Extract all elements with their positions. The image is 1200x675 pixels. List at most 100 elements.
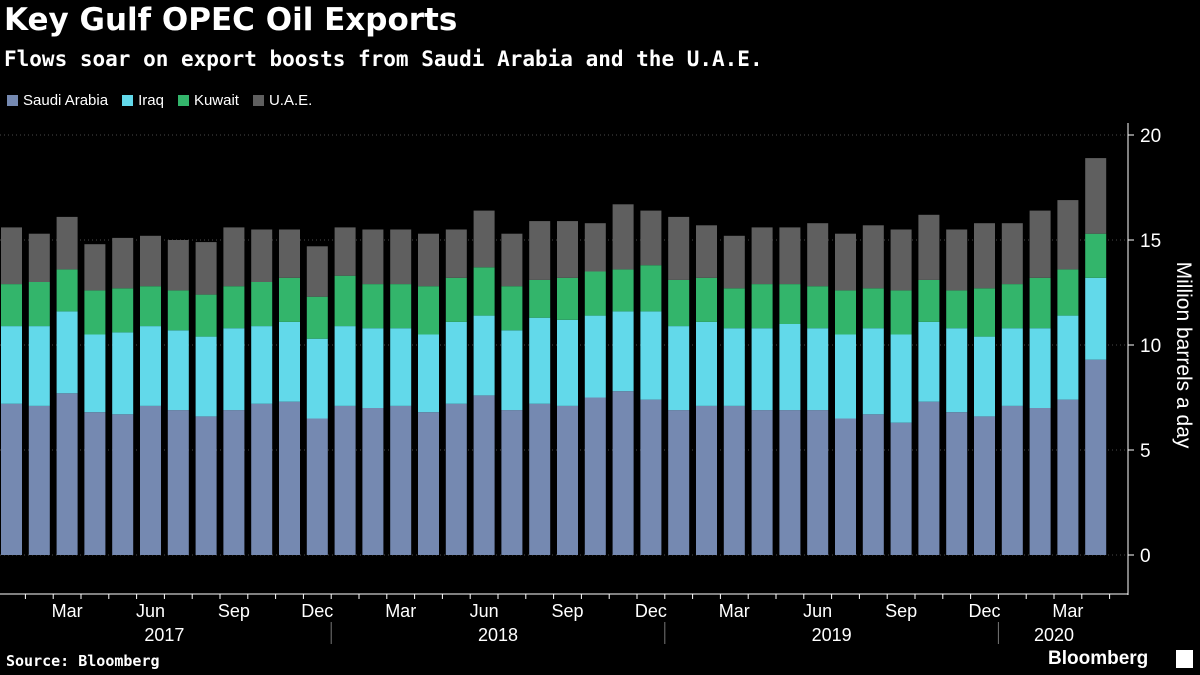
x-tick-label: Sep [885, 601, 917, 621]
x-tick-label: Jun [136, 601, 165, 621]
bar-segment [862, 328, 884, 415]
bar-segment [140, 326, 161, 406]
bar-segment [28, 233, 50, 282]
x-tick-label: Jun [470, 601, 499, 621]
x-tick-label: Mar [1052, 601, 1083, 621]
legend-label: U.A.E. [268, 92, 313, 109]
bar-segment [390, 284, 412, 329]
bar-segment [195, 416, 217, 555]
bar-segment [807, 286, 829, 329]
bar-segment [974, 416, 995, 555]
bar-segment [1085, 359, 1107, 555]
bar-segment [1001, 223, 1023, 285]
bar-segment [84, 290, 106, 335]
bar-segment [807, 328, 829, 411]
bar-segment [612, 311, 634, 392]
bar-segment [251, 326, 273, 404]
bar-segment [974, 288, 995, 337]
chart-legend: Saudi Arabia Iraq Kuwait U.A.E. [7, 92, 312, 109]
bar-segment [390, 229, 412, 285]
legend-swatch [122, 95, 134, 106]
bar-segment [668, 326, 690, 411]
bar-segment [723, 288, 745, 329]
bar-segment [640, 311, 662, 400]
bar-segment [779, 284, 801, 324]
bar-segment [974, 336, 995, 417]
bar-segment [890, 334, 912, 423]
bar-segment [529, 317, 551, 404]
bar-segment [112, 288, 134, 333]
bar-segment [418, 412, 439, 555]
bar-segment [890, 290, 912, 335]
bar-segment [501, 233, 523, 287]
bar-segment [918, 279, 940, 322]
bar-segment [167, 240, 189, 291]
legend-swatch [252, 95, 264, 106]
bar-segment [473, 267, 495, 316]
legend-label: Iraq [138, 92, 164, 109]
bar-segment [1001, 328, 1023, 406]
bar-segment [918, 401, 940, 555]
bar-segment [612, 204, 634, 270]
bar-segment [1, 326, 22, 404]
bar-segment [362, 284, 384, 329]
y-tick-label: 15 [1140, 231, 1161, 252]
bar-segment [1001, 405, 1023, 555]
bar-segment [779, 410, 801, 555]
y-tick-label: 5 [1140, 441, 1151, 462]
bar-segment [529, 221, 551, 280]
bar-segment [918, 214, 940, 280]
bar-segment [946, 290, 968, 329]
bar-segment [918, 321, 940, 402]
bar-segment [445, 403, 467, 555]
bar-segment [779, 227, 801, 285]
brand-logo-text: Bloomberg [1048, 648, 1149, 669]
x-tick-label: Mar [719, 601, 750, 621]
chart-subtitle: Flows soar on export boosts from Saudi A… [4, 47, 763, 71]
bar-segment [251, 403, 273, 555]
bar-segment [195, 294, 217, 337]
bar-segment [1057, 200, 1079, 270]
bar-segment [1085, 277, 1107, 360]
bar-segment [723, 328, 745, 406]
bar-segment [28, 282, 50, 327]
bar-segment [473, 315, 495, 396]
bar-segment [112, 414, 134, 555]
bar-segment [84, 244, 106, 291]
bar-segment [584, 315, 606, 398]
bar-segment [223, 227, 245, 287]
bar-segment [668, 410, 690, 555]
legend-label: Saudi Arabia [23, 92, 109, 109]
bar-segment [56, 311, 78, 394]
x-tick-label: Mar [52, 601, 83, 621]
bar-segment [28, 326, 50, 406]
legend-item-iraq: Iraq [122, 92, 164, 109]
x-tick-label: Dec [635, 601, 667, 621]
bar-segment [751, 328, 773, 411]
bar-segment [584, 223, 606, 272]
bar-segment [612, 269, 634, 312]
bar-segment [306, 246, 328, 297]
legend-swatch [177, 95, 189, 106]
bar-segment [751, 227, 773, 285]
x-tick-label: Sep [551, 601, 583, 621]
bar-segment [946, 412, 968, 555]
bar-segment [946, 328, 968, 413]
bar-segment [557, 221, 578, 278]
bar-segment [779, 324, 801, 411]
bar-segment [334, 275, 356, 327]
x-tick-label: Jun [803, 601, 832, 621]
bar-segment [167, 410, 189, 555]
bar-segment [390, 328, 412, 406]
bar-segment [723, 405, 745, 555]
bar-segment [1029, 277, 1051, 329]
bar-segment [112, 237, 134, 289]
bar-segment [1085, 233, 1107, 278]
bar-segment [640, 399, 662, 555]
bar-segment [445, 277, 467, 322]
bar-segment [835, 418, 856, 555]
x-year-label: 2017 [144, 625, 184, 645]
bar-segment [84, 334, 106, 413]
bar-segment [251, 229, 273, 282]
